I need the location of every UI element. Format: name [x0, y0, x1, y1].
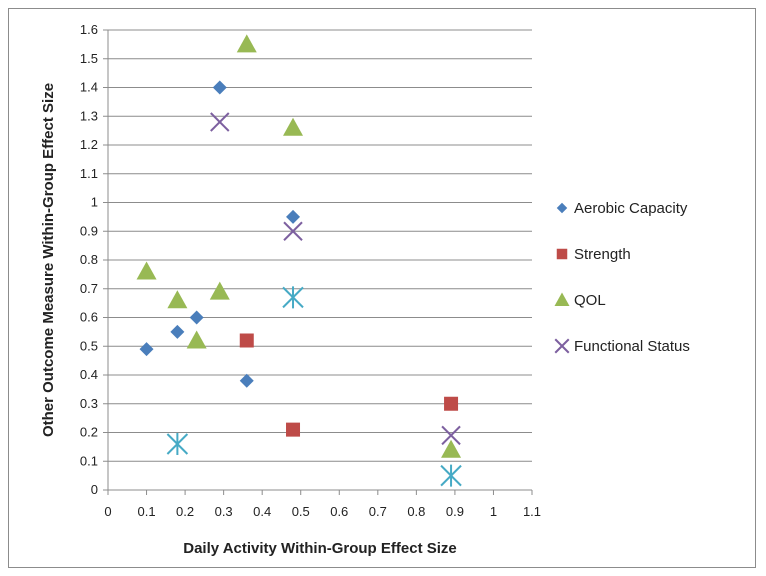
legend-marker-x — [554, 338, 570, 354]
data-point-star — [166, 433, 189, 455]
x-tick-label: 0.3 — [215, 504, 233, 519]
y-tick-label: 1.6 — [80, 22, 98, 37]
y-tick-label: 0.6 — [80, 310, 98, 325]
legend-marker-diamond — [556, 202, 568, 214]
legend-label: Aerobic Capacity — [574, 200, 688, 217]
x-tick-label: 0.4 — [253, 504, 271, 519]
x-tick-label: 0.5 — [292, 504, 310, 519]
data-point-triangle — [283, 117, 304, 136]
data-point-diamond — [239, 373, 254, 388]
y-tick-label: 0.8 — [80, 252, 98, 267]
data-point-star — [282, 286, 304, 309]
x-tick-label: 0.6 — [330, 504, 348, 519]
data-point-x — [283, 221, 303, 241]
legend-label: Functional Status — [574, 338, 690, 355]
y-tick-label: 1.4 — [80, 80, 98, 95]
legend-label: Strength — [574, 246, 631, 263]
data-point-square — [239, 333, 254, 348]
data-point-diamond — [212, 80, 227, 95]
y-tick-label: 1 — [91, 195, 98, 210]
x-tick-label: 1 — [490, 504, 497, 519]
y-tick-label: 1.1 — [80, 166, 98, 181]
data-point-triangle — [441, 439, 462, 458]
y-tick-label: 1.3 — [80, 108, 98, 123]
y-tick-label: 1.2 — [80, 137, 98, 152]
x-tick-label: 0.7 — [369, 504, 387, 519]
y-tick-label: 0.9 — [80, 223, 98, 238]
data-point-triangle — [186, 330, 207, 349]
data-point-triangle — [136, 261, 157, 280]
y-tick-label: 0.4 — [80, 367, 98, 382]
x-tick-label: 0 — [104, 504, 111, 519]
x-tick-label: 0.2 — [176, 504, 194, 519]
x-tick-label: 1.1 — [523, 504, 541, 519]
data-point-diamond — [189, 310, 204, 325]
x-tick-label: 0.8 — [407, 504, 425, 519]
y-tick-label: 0.3 — [80, 396, 98, 411]
y-tick-label: 1.5 — [80, 51, 98, 66]
data-point-triangle — [167, 290, 188, 309]
legend-label: QOL — [574, 292, 606, 309]
data-point-star — [440, 464, 462, 487]
data-point-x — [210, 112, 230, 132]
chart-frame — [8, 8, 756, 568]
y-tick-label: 0.7 — [80, 281, 98, 296]
x-tick-label: 0.1 — [138, 504, 156, 519]
data-point-triangle — [236, 34, 257, 53]
data-point-diamond — [139, 342, 154, 357]
data-point-diamond — [170, 324, 185, 339]
data-point-square — [286, 422, 301, 437]
y-tick-label: 0.5 — [80, 338, 98, 353]
x-tick-label: 0.9 — [446, 504, 464, 519]
y-axis-title: Other Outcome Measure Within-Group Effec… — [40, 83, 57, 437]
data-point-x — [441, 425, 461, 446]
y-tick-label: 0.1 — [80, 453, 98, 468]
data-point-diamond — [286, 209, 301, 224]
legend-marker-triangle — [554, 292, 570, 306]
data-point-square — [444, 396, 459, 411]
y-tick-label: 0 — [91, 482, 98, 497]
legend-marker-square — [556, 248, 568, 260]
y-tick-label: 0.2 — [80, 425, 98, 440]
data-point-triangle — [209, 281, 230, 300]
x-axis-title: Daily Activity Within-Group Effect Size — [183, 540, 457, 557]
